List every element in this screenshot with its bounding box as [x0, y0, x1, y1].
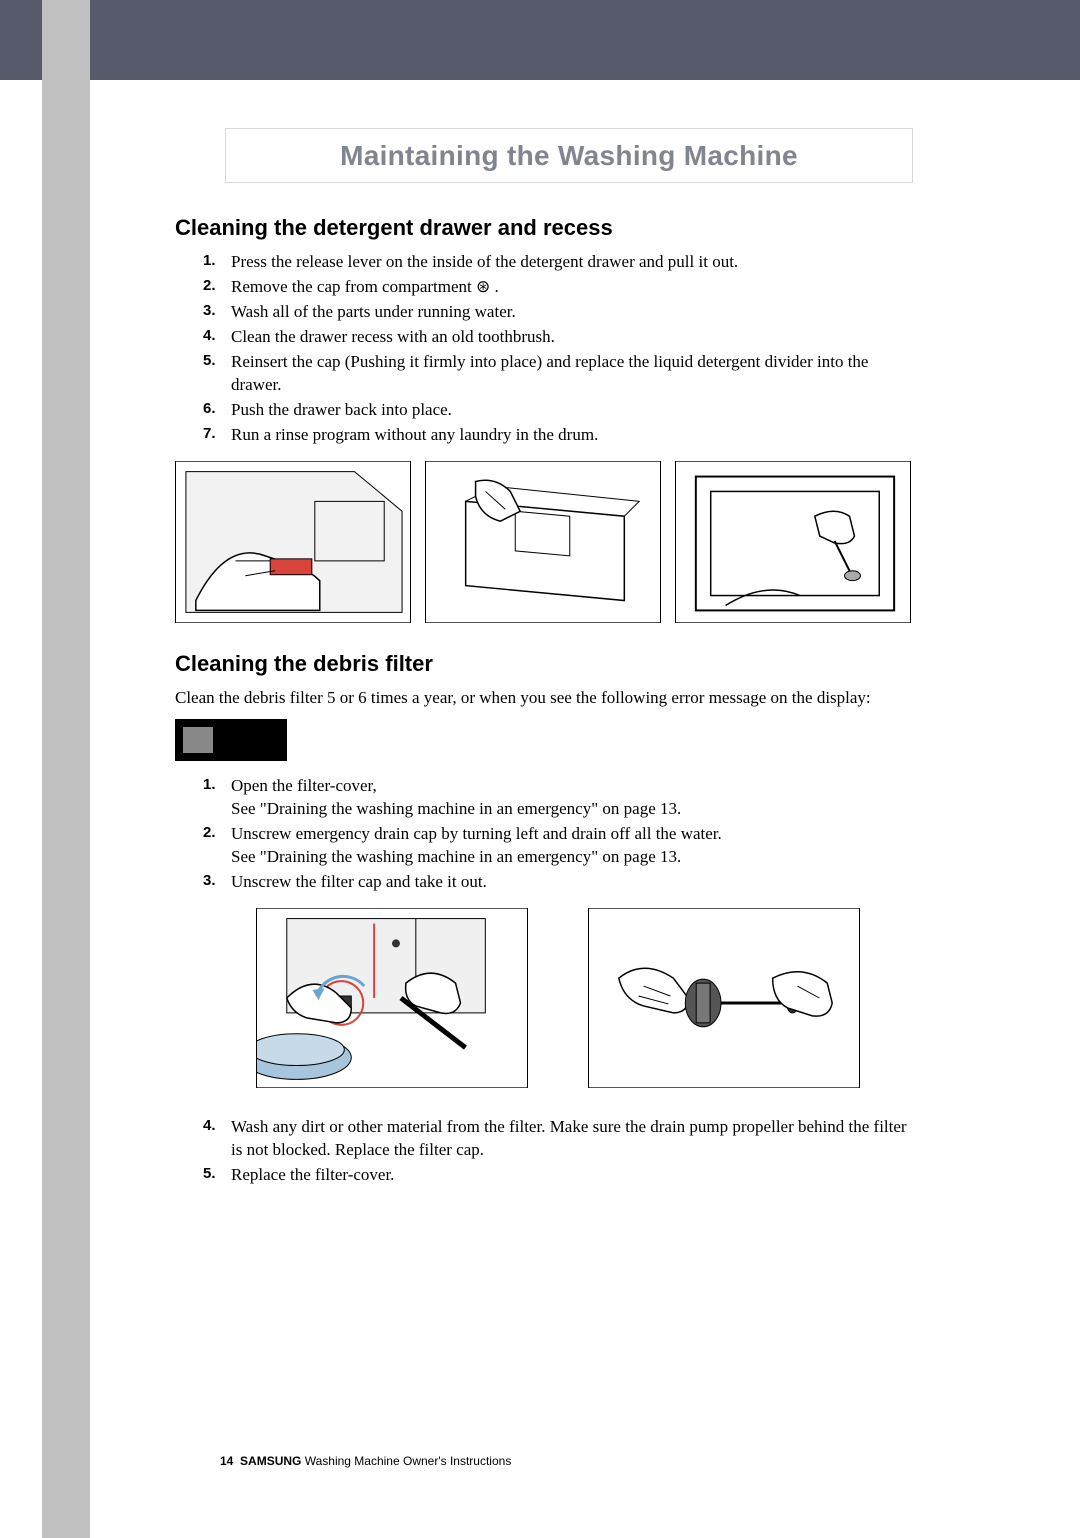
list-item: 4.Clean the drawer recess with an old to… — [203, 326, 910, 349]
list-item: 7.Run a rinse program without any laundr… — [203, 424, 910, 447]
illustration-clean-recess — [675, 461, 911, 623]
illustration-clean-filter — [588, 908, 860, 1088]
step-text: Press the release lever on the inside of… — [231, 252, 738, 271]
list-item: 3.Wash all of the parts under running wa… — [203, 301, 910, 324]
illustration-unscrew-filter — [256, 908, 528, 1088]
list-item: 1.Open the filter-cover, See "Draining t… — [203, 775, 910, 821]
illustration-remove-cap — [425, 461, 661, 623]
section2-steps-a: 1.Open the filter-cover, See "Draining t… — [203, 775, 910, 894]
footer: 14 SAMSUNG Washing Machine Owner's Instr… — [220, 1454, 511, 1468]
step-text: Open the filter-cover, See "Draining the… — [231, 776, 681, 818]
section1-heading: Cleaning the detergent drawer and recess — [175, 215, 910, 241]
list-item: 1.Press the release lever on the inside … — [203, 251, 910, 274]
list-item: 5.Reinsert the cap (Pushing it firmly in… — [203, 351, 910, 397]
section2-images — [175, 908, 910, 1088]
footer-text: Washing Machine Owner's Instructions — [305, 1454, 512, 1468]
side-bar — [42, 0, 90, 1538]
section1-steps: 1.Press the release lever on the inside … — [203, 251, 910, 447]
step-text: Wash all of the parts under running wate… — [231, 302, 516, 321]
list-item: 6.Push the drawer back into place. — [203, 399, 910, 422]
section2-heading: Cleaning the debris filter — [175, 651, 910, 677]
step-text: Run a rinse program without any laundry … — [231, 425, 598, 444]
step-text: Replace the filter-cover. — [231, 1165, 394, 1184]
list-item: 2.Unscrew emergency drain cap by turning… — [203, 823, 910, 869]
list-item: 2.Remove the cap from compartment ⊛ . — [203, 276, 910, 299]
page-title: Maintaining the Washing Machine — [340, 140, 798, 172]
step-text: Unscrew emergency drain cap by turning l… — [231, 824, 722, 866]
section1-images — [175, 461, 910, 623]
step-text: Push the drawer back into place. — [231, 400, 452, 419]
section2-intro: Clean the debris filter 5 or 6 times a y… — [175, 687, 910, 710]
list-item: 3.Unscrew the filter cap and take it out… — [203, 871, 910, 894]
section2-steps-b: 4.Wash any dirt or other material from t… — [203, 1116, 910, 1187]
footer-brand: SAMSUNG — [240, 1454, 301, 1468]
step-text: Wash any dirt or other material from the… — [231, 1117, 907, 1159]
top-bar — [0, 0, 1080, 80]
step-text: Unscrew the filter cap and take it out. — [231, 872, 487, 891]
title-box: Maintaining the Washing Machine — [225, 128, 913, 183]
step-text: Reinsert the cap (Pushing it firmly into… — [231, 352, 868, 394]
step-text: Remove the cap from compartment ⊛ . — [231, 277, 499, 296]
list-item: 5.Replace the filter-cover. — [203, 1164, 910, 1187]
step-text: Clean the drawer recess with an old toot… — [231, 327, 555, 346]
list-item: 4.Wash any dirt or other material from t… — [203, 1116, 910, 1162]
illustration-drawer-pull — [175, 461, 411, 623]
content: Cleaning the detergent drawer and recess… — [175, 215, 910, 1201]
display-error-icon — [175, 719, 287, 761]
page-number: 14 — [220, 1454, 233, 1468]
